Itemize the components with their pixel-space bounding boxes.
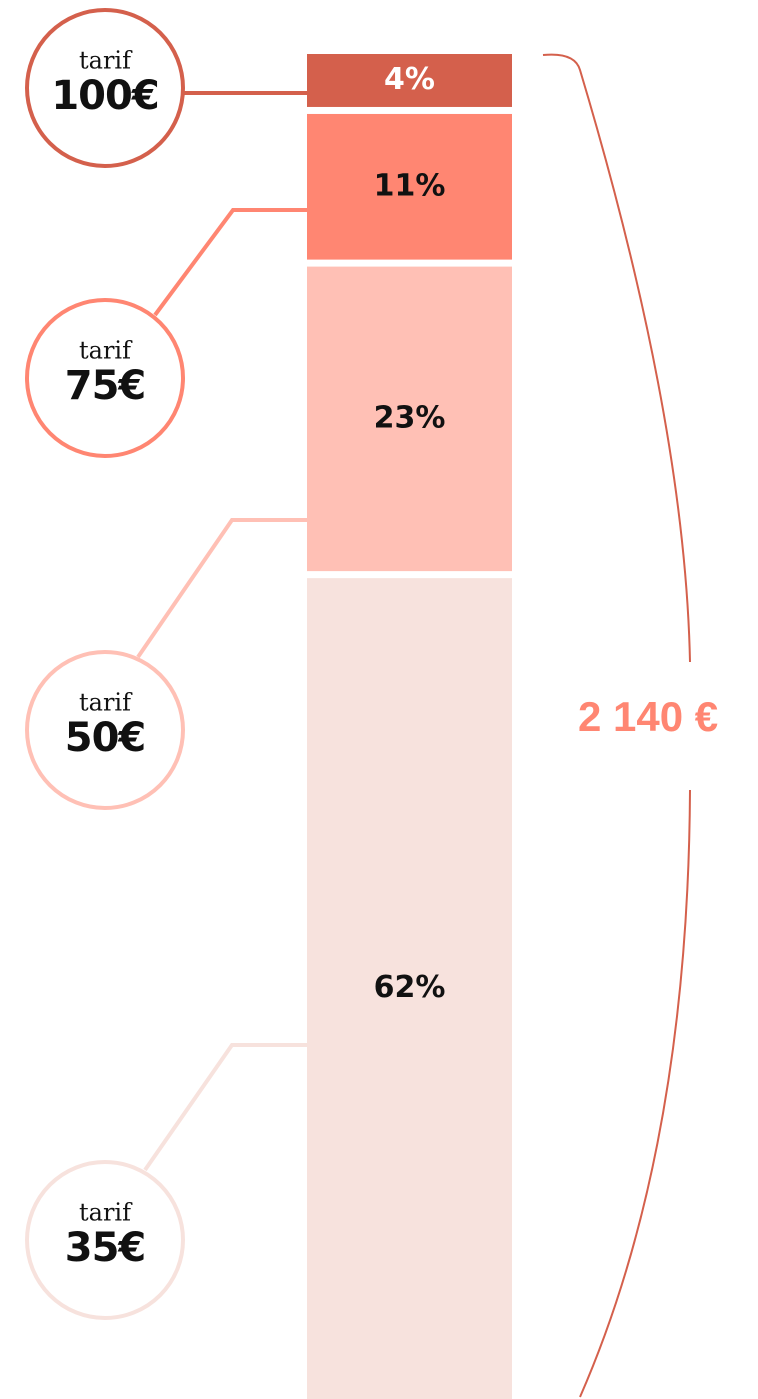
value-label: 4% [384, 62, 435, 97]
total-bracket [542, 53, 691, 663]
bar-segment [307, 266, 512, 572]
tarif-badge [25, 1160, 185, 1320]
tarif-badge [25, 650, 185, 810]
connector [136, 518, 307, 659]
tarif-name: 75€ [65, 363, 146, 409]
connector [153, 208, 307, 317]
tarif-name: 35€ [65, 1225, 146, 1271]
value-label: 62% [374, 970, 446, 1005]
bar-segment [307, 54, 512, 107]
value-label: 23% [374, 400, 446, 435]
connector [143, 1043, 307, 1172]
tarif-prefix: tarif [79, 337, 133, 365]
tarif-badge [25, 8, 185, 168]
tarif-prefix: tarif [79, 47, 133, 75]
tarif-prefix: tarif [79, 1199, 133, 1227]
bar-segment [307, 578, 512, 1399]
bar-segment [307, 113, 512, 260]
tarif-prefix: tarif [79, 689, 133, 717]
total-bracket [579, 789, 691, 1398]
tarif-name: 50€ [65, 715, 146, 761]
value-label: 11% [374, 168, 446, 203]
tarif-badge [25, 298, 185, 458]
total-label: 2 140 € [578, 693, 718, 740]
tarif-name: 100€ [51, 73, 158, 119]
